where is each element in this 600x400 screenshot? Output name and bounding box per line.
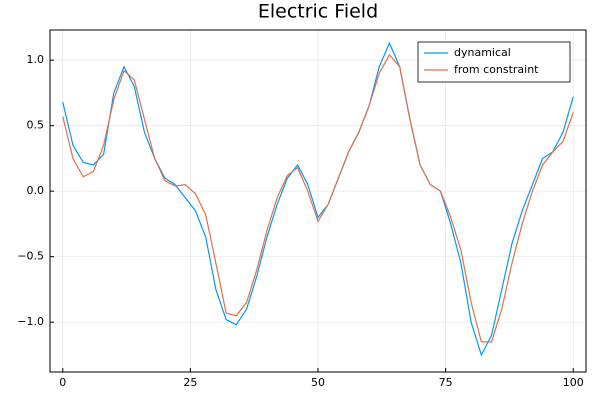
x-tick-label: 25 [183,376,197,389]
legend-box [417,41,571,83]
legend-label: dynamical [454,46,511,59]
y-tick-label: 0.0 [27,184,45,197]
legend-label: from constraint [454,63,539,76]
x-tick-label: 50 [311,376,325,389]
plot-frame [49,29,587,373]
y-tick-label: −0.5 [17,250,44,263]
x-tick-label: 75 [439,376,453,389]
x-tick-label: 0 [59,376,66,389]
chart-title: Electric Field [258,1,378,23]
x-tick-label: 100 [563,376,584,389]
y-tick-label: 1.0 [27,53,45,66]
y-tick-label: −1.0 [17,315,44,328]
y-tick-label: 0.5 [27,119,45,132]
line-series [62,53,574,343]
